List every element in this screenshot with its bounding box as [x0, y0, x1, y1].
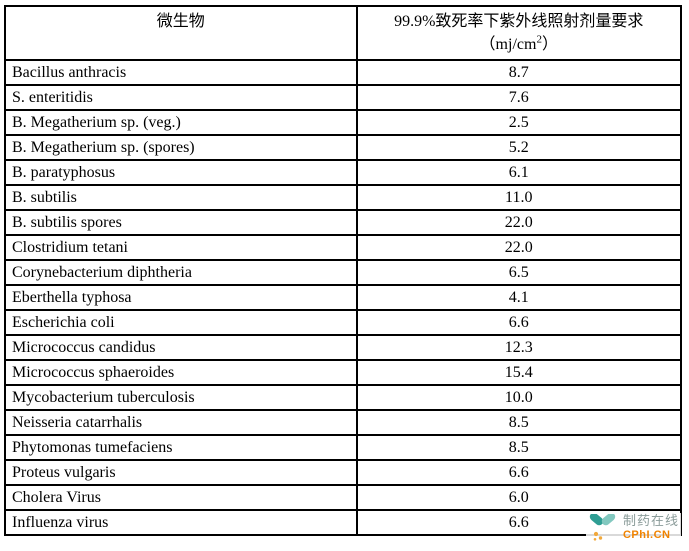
microorganism-name: B. subtilis	[4, 184, 358, 211]
uv-dose-table: 微生物 99.9%致死率下紫外线照射剂量要求 （mj/cm2） Bacillus…	[4, 5, 683, 536]
microorganism-name: Micrococcus sphaeroides	[4, 359, 358, 386]
table-row: Eberthella typhosa 4.1	[4, 284, 683, 311]
table-row: B. Megatherium sp. (spores) 5.2	[4, 134, 683, 161]
table-row: Bacillus anthracis 8.7	[4, 59, 683, 86]
watermark-brand-en: CPhI.CN	[622, 529, 671, 541]
microorganism-name: Clostridium tetani	[4, 234, 358, 261]
table-body: Bacillus anthracis 8.7 S. enteritidis 7.…	[4, 59, 683, 536]
microorganism-name: B. paratyphosus	[4, 159, 358, 186]
uv-dose-table-container: 微生物 99.9%致死率下紫外线照射剂量要求 （mj/cm2） Bacillus…	[4, 5, 683, 536]
microorganism-name: S. enteritidis	[4, 84, 358, 111]
dose-value: 4.1	[355, 284, 683, 311]
table-row: B. subtilis 11.0	[4, 184, 683, 211]
header-row: 微生物 99.9%致死率下紫外线照射剂量要求 （mj/cm2）	[4, 5, 683, 61]
cphi-logo-icon	[589, 514, 616, 541]
dose-value: 15.4	[355, 359, 683, 386]
microorganism-name: Cholera Virus	[4, 484, 358, 511]
microorganism-name: Mycobacterium tuberculosis	[4, 384, 358, 411]
microorganism-name: Escherichia coli	[4, 309, 358, 336]
header-dose-unit-post: ）	[541, 36, 558, 53]
table-row: Mycobacterium tuberculosis 10.0	[4, 384, 683, 411]
table-row: Micrococcus candidus 12.3	[4, 334, 683, 361]
table-row: B. paratyphosus 6.1	[4, 159, 683, 186]
table-row: B. Megatherium sp. (veg.) 2.5	[4, 109, 683, 136]
dose-value: 6.0	[355, 484, 683, 511]
dose-value: 10.0	[355, 384, 683, 411]
header-dose: 99.9%致死率下紫外线照射剂量要求 （mj/cm2）	[355, 5, 683, 61]
dose-value: 8.7	[355, 59, 683, 86]
header-dose-unit: （mj/cm2）	[362, 33, 676, 56]
microorganism-name: Eberthella typhosa	[4, 284, 358, 311]
header-microorganism: 微生物	[4, 5, 358, 61]
table-row: Neisseria catarrhalis 8.5	[4, 409, 683, 436]
table-header: 微生物 99.9%致死率下紫外线照射剂量要求 （mj/cm2）	[4, 5, 683, 61]
table-row: Micrococcus sphaeroides 15.4	[4, 359, 683, 386]
microorganism-name: Proteus vulgaris	[4, 459, 358, 486]
header-dose-unit-sup: 2	[536, 33, 542, 46]
dose-value: 6.1	[355, 159, 683, 186]
microorganism-name: Neisseria catarrhalis	[4, 409, 358, 436]
header-dose-title: 99.9%致死率下紫外线照射剂量要求	[394, 13, 644, 30]
table-row: S. enteritidis 7.6	[4, 84, 683, 111]
table-row: Escherichia coli 6.6	[4, 309, 683, 336]
microorganism-name: Micrococcus candidus	[4, 334, 358, 361]
watermark-brand-cn: 制药在线	[622, 513, 679, 528]
table-row: Phytomonas tumefaciens 8.5	[4, 434, 683, 461]
header-dose-unit-pre: （mj/cm	[479, 36, 537, 53]
table-row: Influenza virus 6.6	[4, 509, 683, 536]
microorganism-name: Bacillus anthracis	[4, 59, 358, 86]
table-row: Corynebacterium diphtheria 6.5	[4, 259, 683, 286]
microorganism-name: Phytomonas tumefaciens	[4, 434, 358, 461]
dose-value: 6.5	[355, 259, 683, 286]
site-watermark: 制药在线 CPhI.CN	[585, 513, 681, 543]
microorganism-name: B. Megatherium sp. (veg.)	[4, 109, 358, 136]
dose-value: 6.6	[355, 309, 683, 336]
dose-value: 7.6	[355, 84, 683, 111]
dose-value: 22.0	[355, 209, 683, 236]
dose-value: 11.0	[355, 184, 683, 211]
table-row: Cholera Virus 6.0	[4, 484, 683, 511]
table-row: Proteus vulgaris 6.6	[4, 459, 683, 486]
microorganism-name: Corynebacterium diphtheria	[4, 259, 358, 286]
dose-value: 5.2	[355, 134, 683, 161]
dose-value: 8.5	[355, 409, 683, 436]
dose-value: 8.5	[355, 434, 683, 461]
dose-value: 2.5	[355, 109, 683, 136]
table-row: B. subtilis spores 22.0	[4, 209, 683, 236]
microorganism-name: Influenza virus	[4, 509, 358, 536]
watermark-text: 制药在线 CPhI.CN	[623, 514, 679, 542]
microorganism-name: B. subtilis spores	[4, 209, 358, 236]
microorganism-name: B. Megatherium sp. (spores)	[4, 134, 358, 161]
dose-value: 22.0	[355, 234, 683, 261]
dose-value: 12.3	[355, 334, 683, 361]
table-row: Clostridium tetani 22.0	[4, 234, 683, 261]
dose-value: 6.6	[355, 459, 683, 486]
